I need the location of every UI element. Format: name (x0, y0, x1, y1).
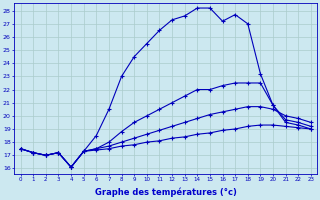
X-axis label: Graphe des températures (°c): Graphe des températures (°c) (95, 188, 237, 197)
